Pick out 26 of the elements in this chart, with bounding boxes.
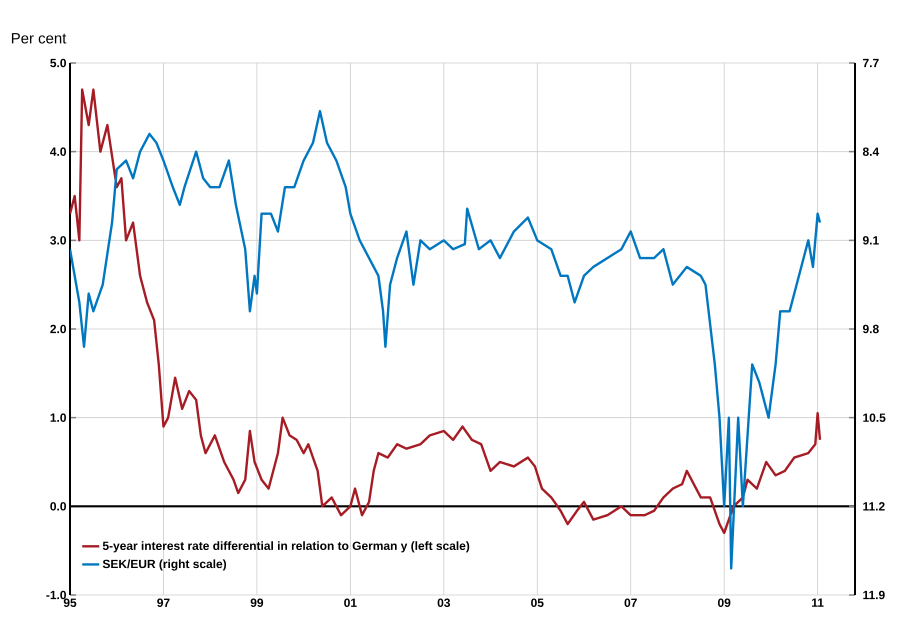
x-tick-label: 07: [624, 598, 637, 607]
x-tick-label: 95: [64, 598, 76, 607]
x-tick-label: 09: [718, 598, 730, 607]
x-tick-label: 11: [812, 598, 824, 607]
y2-tick-label: 9.1: [862, 236, 879, 245]
y-tick-label: 1.0: [50, 413, 66, 422]
y-tick-label: 2.0: [50, 324, 66, 334]
y-axis-title: Per cent: [12, 33, 66, 44]
x-tick-label: 01: [344, 598, 357, 607]
y-tick-label: 3.0: [50, 236, 66, 245]
y2-tick-label: 8.4: [862, 147, 880, 156]
y2-tick-label: 11.2: [863, 502, 885, 511]
legend-label: 5-year interest rate differential in relation to German y (left scale): [102, 541, 470, 552]
y-tick-label: 5.0: [50, 58, 66, 68]
y2-tick-label: 9.8: [862, 324, 879, 334]
y-tick-label: 4.0: [50, 147, 66, 156]
y2-tick-label: 10.5: [863, 413, 886, 422]
legend-label: SEK/EUR (right scale): [102, 559, 226, 571]
y2-tick-label: 7.7: [863, 58, 879, 68]
x-tick-label: 99: [250, 598, 264, 607]
y2-tick-label: 11.9: [863, 590, 885, 600]
y-tick-label: 0.0: [50, 502, 66, 511]
y-tick-label: -1.0: [46, 590, 66, 600]
x-tick-label: 05: [531, 598, 544, 607]
x-tick-label: 97: [157, 598, 170, 607]
x-tick-label: 03: [438, 598, 450, 608]
